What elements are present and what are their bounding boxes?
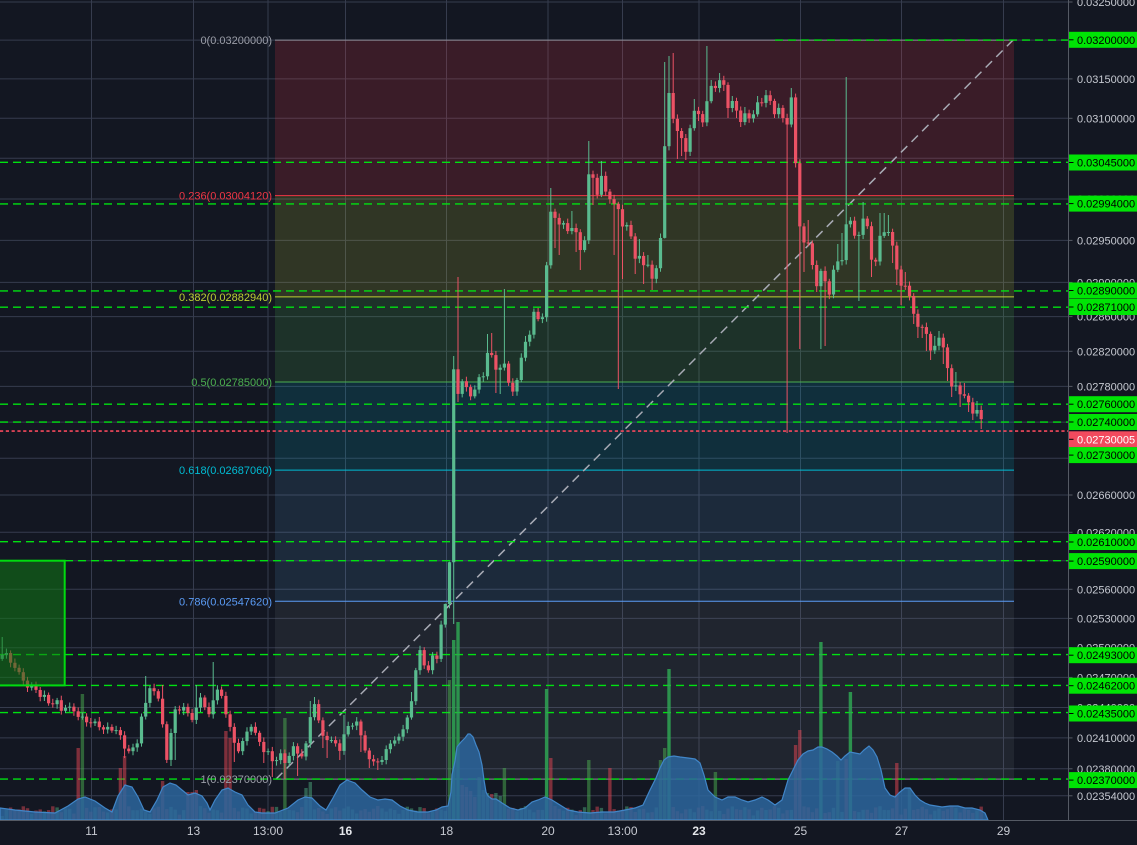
svg-text:0.02950000: 0.02950000 [1077, 235, 1135, 247]
svg-text:0.02660000: 0.02660000 [1077, 490, 1135, 502]
svg-text:0.02740000: 0.02740000 [1077, 417, 1135, 429]
svg-text:0.03100000: 0.03100000 [1077, 113, 1135, 125]
svg-text:0.03150000: 0.03150000 [1077, 74, 1135, 86]
svg-text:16: 16 [339, 824, 353, 838]
svg-text:0(0.03200000): 0(0.03200000) [200, 35, 272, 47]
svg-text:0.02994000: 0.02994000 [1077, 199, 1135, 211]
svg-text:0.02370000: 0.02370000 [1077, 775, 1135, 787]
svg-text:13:00: 13:00 [607, 824, 637, 838]
svg-text:18: 18 [440, 824, 454, 838]
svg-text:0.02760000: 0.02760000 [1077, 399, 1135, 411]
svg-text:11: 11 [85, 824, 98, 838]
svg-text:0.02730005: 0.02730005 [1077, 434, 1135, 446]
svg-text:0.03250000: 0.03250000 [1077, 0, 1135, 9]
svg-text:0.786(0.02547620): 0.786(0.02547620) [179, 596, 272, 608]
svg-text:0.618(0.02687060): 0.618(0.02687060) [179, 465, 272, 477]
svg-text:20: 20 [541, 824, 555, 838]
svg-text:0.02820000: 0.02820000 [1077, 346, 1135, 358]
svg-text:0.02462000: 0.02462000 [1077, 681, 1135, 693]
svg-text:0.02730000: 0.02730000 [1077, 450, 1135, 462]
svg-text:29: 29 [997, 824, 1011, 838]
svg-text:0.02890000: 0.02890000 [1077, 286, 1135, 298]
svg-text:1(0.02370000): 1(0.02370000) [200, 774, 272, 786]
svg-text:0.02610000: 0.02610000 [1077, 537, 1135, 549]
svg-text:13:00: 13:00 [253, 824, 283, 838]
svg-text:13: 13 [187, 824, 201, 838]
svg-text:0.382(0.02882940): 0.382(0.02882940) [179, 292, 272, 304]
svg-text:0.02493000: 0.02493000 [1077, 650, 1135, 662]
svg-text:0.02410000: 0.02410000 [1077, 733, 1135, 745]
svg-text:0.02871000: 0.02871000 [1077, 302, 1135, 314]
svg-text:23: 23 [692, 824, 706, 838]
svg-text:0.5(0.02785000): 0.5(0.02785000) [191, 377, 272, 389]
svg-text:0.03045000: 0.03045000 [1077, 158, 1135, 170]
svg-text:27: 27 [895, 824, 909, 838]
svg-text:0.02590000: 0.02590000 [1077, 556, 1135, 568]
svg-text:0.236(0.03004120): 0.236(0.03004120) [179, 191, 272, 203]
svg-text:0.02780000: 0.02780000 [1077, 381, 1135, 393]
svg-text:0.03200000: 0.03200000 [1077, 35, 1135, 47]
svg-text:0.02435000: 0.02435000 [1077, 709, 1135, 721]
svg-text:0.02560000: 0.02560000 [1077, 584, 1135, 596]
svg-text:0.02354000: 0.02354000 [1077, 791, 1135, 803]
svg-text:25: 25 [794, 824, 808, 838]
svg-text:0.02530000: 0.02530000 [1077, 613, 1135, 625]
